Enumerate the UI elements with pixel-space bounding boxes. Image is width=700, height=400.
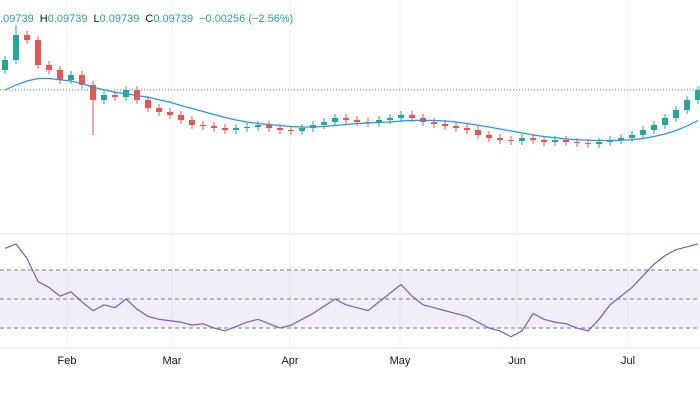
- candle-body: [486, 135, 493, 138]
- candle-body: [79, 75, 86, 85]
- candle-body: [167, 112, 174, 115]
- candle-body: [255, 125, 262, 127]
- rsi-line: [4, 243, 699, 338]
- moving-average-line: [4, 77, 699, 142]
- candle-body: [156, 108, 163, 112]
- legend-label: C: [145, 13, 153, 25]
- candle-body: [112, 95, 119, 97]
- candle-body: [651, 125, 658, 130]
- candle-body: [695, 90, 700, 100]
- candle-body: [497, 138, 504, 140]
- candle-body: [321, 122, 328, 125]
- legend-label: L: [93, 13, 99, 25]
- candle-body: [178, 115, 185, 120]
- candle-body: [574, 142, 581, 143]
- candle-body: [684, 100, 691, 110]
- candle-body: [332, 118, 339, 122]
- legend-value: 0.09739: [153, 13, 193, 25]
- candle-body: [222, 128, 229, 130]
- candle-body: [343, 118, 350, 120]
- candle-body: [431, 122, 438, 124]
- x-tick-label: Apr: [281, 355, 298, 367]
- candle-body: [57, 70, 64, 80]
- candle-body: [299, 128, 306, 131]
- candle-body: [662, 118, 669, 125]
- x-tick-label: Jul: [621, 355, 635, 367]
- candle-body: [640, 130, 647, 135]
- x-tick-label: Feb: [58, 355, 77, 367]
- candle-body: [442, 124, 449, 126]
- candle-body: [233, 128, 240, 130]
- x-tick-label: Mar: [163, 355, 182, 367]
- candle-body: [101, 95, 108, 100]
- candle-body: [398, 115, 405, 118]
- candle-body: [68, 75, 75, 80]
- x-tick-label: Jun: [508, 355, 526, 367]
- candle-body: [464, 128, 471, 130]
- x-tick-label: May: [390, 355, 411, 367]
- candle-body: [145, 100, 152, 108]
- candle-body: [200, 125, 207, 126]
- candle-body: [24, 35, 31, 40]
- candle-body: [552, 140, 559, 142]
- candle-body: [530, 138, 537, 140]
- candle-body: [596, 142, 603, 144]
- candle-body: [387, 118, 394, 120]
- legend-value: 0.09739: [0, 13, 34, 25]
- candle-body: [618, 138, 625, 140]
- candle-body: [90, 85, 97, 100]
- candle-body: [211, 126, 218, 128]
- candle-body: [12, 35, 19, 60]
- candle-body: [673, 110, 680, 118]
- legend-label: H: [40, 13, 48, 25]
- candle-body: [277, 128, 284, 130]
- candle-body: [266, 125, 273, 128]
- legend-value: 0.09739: [100, 13, 140, 25]
- candle-body: [629, 135, 636, 138]
- candle-body: [244, 127, 251, 128]
- legend-value: −0.00256 (−2.56%): [199, 13, 293, 25]
- candle-body: [189, 120, 196, 125]
- candle-body: [354, 120, 361, 122]
- candle-body: [563, 140, 570, 142]
- candle-body: [288, 130, 295, 131]
- candle-body: [409, 115, 416, 118]
- candle-body: [475, 130, 482, 135]
- legend-value: 0.09739: [48, 13, 88, 25]
- candle-body: [1, 60, 8, 70]
- candle-body: [376, 120, 383, 123]
- candle-body: [541, 140, 548, 142]
- candle-body: [35, 40, 42, 65]
- candle-body: [519, 138, 526, 141]
- candle-body: [46, 65, 53, 70]
- candle-body: [453, 126, 460, 128]
- candle-body: [585, 143, 592, 144]
- candle-body: [508, 140, 515, 141]
- ohlc-legend: 0.09739H0.09739L0.09739C0.09739−0.00256 …: [0, 13, 293, 25]
